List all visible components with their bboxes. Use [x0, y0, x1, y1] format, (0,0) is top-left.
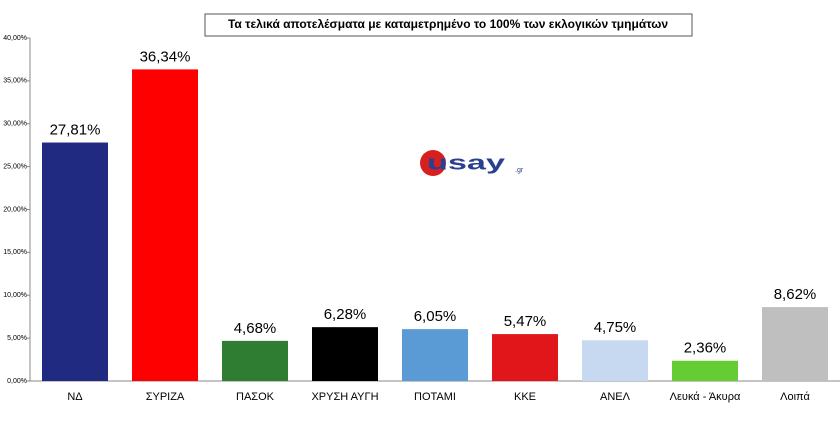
y-tick-label: 30,00%	[3, 121, 27, 128]
y-tick-label: 40,00%	[3, 35, 27, 42]
y-tick-label: 0,00%	[7, 378, 27, 385]
value-label: 2,36%	[684, 340, 727, 357]
value-label: 6,28%	[324, 306, 367, 323]
logo-text: usay	[427, 152, 506, 174]
logo: usay .gr	[420, 150, 524, 176]
chart-title: Τα τελικά αποτελέσματα με καταμετρημένο …	[228, 17, 668, 31]
x-tick-label: ΝΔ	[67, 391, 83, 403]
y-tick-label: 35,00%	[3, 78, 27, 85]
y-tick-label: 25,00%	[3, 163, 27, 170]
x-tick-label: Λοιπά	[780, 391, 810, 403]
value-label: 27,81%	[50, 121, 101, 138]
value-label: 4,75%	[594, 319, 637, 336]
x-tick-label: ΑΝΕΛ	[600, 391, 631, 403]
value-label: 6,05%	[414, 308, 457, 325]
bar	[312, 327, 378, 381]
bar	[492, 334, 558, 381]
bar	[222, 340, 288, 381]
bar	[42, 142, 108, 381]
x-tick-label: ΠΑΣΟΚ	[236, 391, 275, 403]
value-label: 36,34%	[140, 48, 191, 65]
x-tick-label: Λευκά - Άκυρα	[670, 391, 741, 403]
x-tick-label: ΠΟΤΑΜΙ	[414, 391, 456, 403]
y-tick-label: 15,00%	[3, 249, 27, 256]
y-tick-label: 5,00%	[7, 335, 27, 342]
x-tick-label: ΧΡΥΣΗ ΑΥΓΗ	[311, 391, 378, 403]
title-box	[204, 13, 693, 37]
x-tick-label: ΚΚΕ	[514, 391, 536, 403]
value-label: 5,47%	[504, 313, 547, 330]
value-label: 8,62%	[774, 286, 817, 303]
y-tick-label: 20,00%	[3, 206, 27, 213]
bar	[582, 340, 648, 381]
value-label: 4,68%	[234, 320, 277, 337]
bar	[672, 360, 738, 381]
bar	[132, 69, 198, 382]
x-tick-label: ΣΥΡΙΖΑ	[146, 391, 185, 403]
bar	[762, 307, 828, 381]
logo-domain: .gr	[515, 167, 524, 174]
bar	[402, 329, 468, 381]
y-tick-label: 10,00%	[3, 292, 27, 299]
logo-circle	[420, 150, 446, 176]
